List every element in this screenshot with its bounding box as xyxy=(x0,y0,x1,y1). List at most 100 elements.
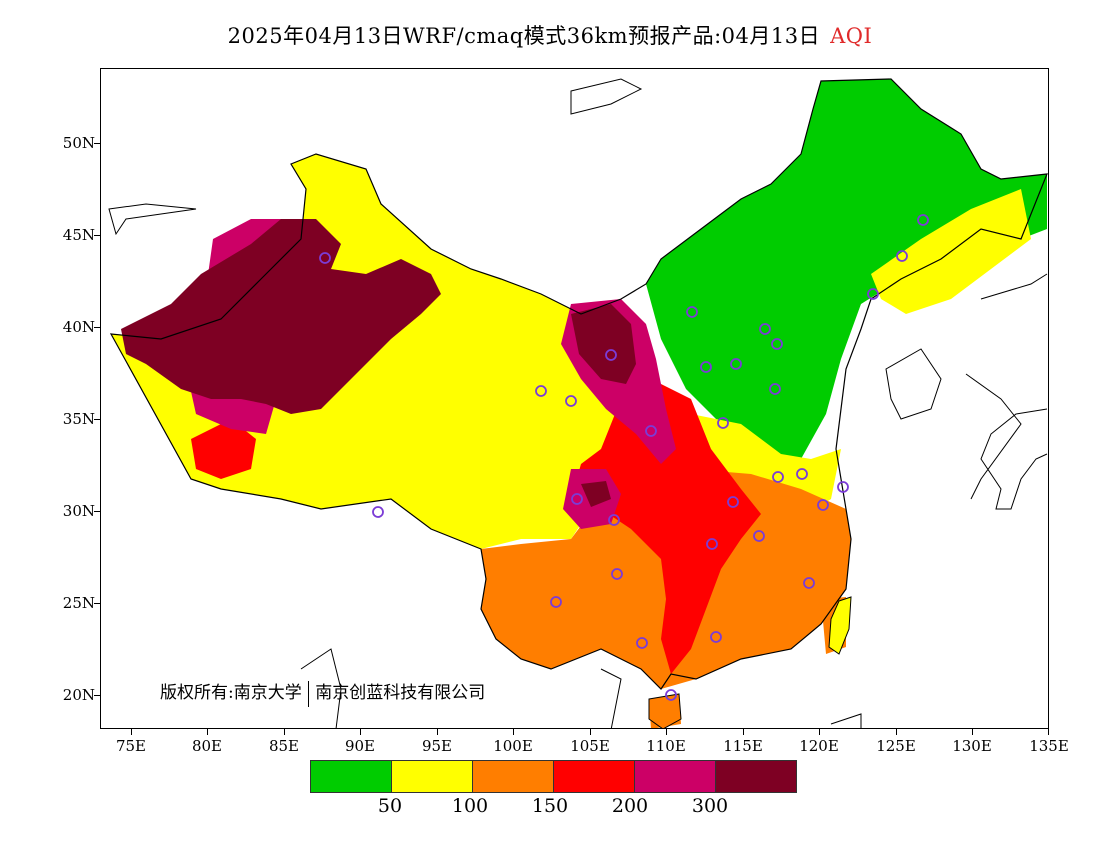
station-marker xyxy=(759,323,771,335)
station-marker xyxy=(608,514,620,526)
lon-tick xyxy=(437,729,438,735)
lat-label: 40N xyxy=(62,318,95,336)
station-marker xyxy=(636,637,648,649)
station-marker xyxy=(727,496,739,508)
station-marker xyxy=(372,506,384,518)
lon-tick xyxy=(1048,729,1049,735)
neighbor-outline xyxy=(108,78,1048,728)
aqi-legend xyxy=(310,760,797,793)
station-marker xyxy=(605,349,617,361)
station-marker xyxy=(710,631,722,643)
aqi-region-unhealthy xyxy=(191,384,761,674)
lon-label: 80E xyxy=(191,737,223,755)
station-marker xyxy=(717,417,729,429)
taiwan xyxy=(828,596,852,655)
station-marker xyxy=(753,530,765,542)
station-marker xyxy=(772,471,784,483)
lon-label: 100E xyxy=(493,737,533,755)
legend-swatch xyxy=(553,761,634,792)
lat-tick xyxy=(94,511,100,512)
aqi-region-very-unhealthy xyxy=(186,219,676,529)
station-marker xyxy=(700,361,712,373)
lon-tick xyxy=(743,729,744,735)
copyright-notice: 版权所有:南京大学 南京创蓝科技有限公司 xyxy=(160,678,485,707)
station-marker xyxy=(917,214,929,226)
station-marker xyxy=(319,252,331,264)
legend-swatch xyxy=(715,761,796,792)
station-marker xyxy=(771,338,783,350)
legend-label: 200 xyxy=(611,795,649,817)
station-marker xyxy=(535,385,547,397)
station-marker xyxy=(837,481,849,493)
lon-label: 75E xyxy=(115,737,147,755)
lon-label: 115E xyxy=(723,737,763,755)
hainan xyxy=(648,693,682,728)
lat-tick xyxy=(94,603,100,604)
station-marker xyxy=(571,493,583,505)
legend-swatch xyxy=(472,761,553,792)
lat-label: 50N xyxy=(62,134,95,152)
station-marker xyxy=(665,689,677,701)
lat-label: 20N xyxy=(62,686,95,704)
map-title: 2025年04月13日WRF/cmaq模式36km预报产品:04月13日 AQI xyxy=(0,20,1100,50)
lon-tick xyxy=(666,729,667,735)
lon-tick xyxy=(284,729,285,735)
aqi-region-good xyxy=(646,79,1047,464)
legend-swatch xyxy=(634,761,715,792)
lon-label: 105E xyxy=(570,737,610,755)
lat-tick xyxy=(94,235,100,236)
station-marker xyxy=(565,395,577,407)
station-marker xyxy=(706,538,718,550)
lon-label: 125E xyxy=(876,737,916,755)
copyright-separator xyxy=(307,680,310,707)
lon-tick xyxy=(896,729,897,735)
station-marker xyxy=(896,250,908,262)
lon-label: 95E xyxy=(421,737,453,755)
copyright-company: 南京创蓝科技有限公司 xyxy=(315,683,486,703)
station-marker xyxy=(730,358,742,370)
lon-label: 85E xyxy=(268,737,300,755)
lon-tick xyxy=(513,729,514,735)
lon-label: 90E xyxy=(344,737,376,755)
map-panel xyxy=(100,68,1049,729)
lon-label: 135E xyxy=(1029,737,1069,755)
station-marker xyxy=(867,288,879,300)
legend-label: 300 xyxy=(691,795,729,817)
station-marker xyxy=(645,425,657,437)
legend-label: 100 xyxy=(451,795,489,817)
legend-swatch xyxy=(311,761,391,792)
lon-label: 120E xyxy=(799,737,839,755)
station-marker xyxy=(686,306,698,318)
lon-label: 110E xyxy=(646,737,686,755)
legend-label: 150 xyxy=(531,795,569,817)
lat-tick xyxy=(94,327,100,328)
lon-tick xyxy=(131,729,132,735)
aqi-map xyxy=(108,78,1048,728)
lat-label: 45N xyxy=(62,226,95,244)
country-outline xyxy=(109,78,1048,690)
lat-tick xyxy=(94,143,100,144)
lon-tick xyxy=(207,729,208,735)
station-marker xyxy=(611,568,623,580)
lat-label: 30N xyxy=(62,502,95,520)
station-markers xyxy=(319,214,929,701)
station-marker xyxy=(769,383,781,395)
lat-tick xyxy=(94,695,100,696)
legend-swatch xyxy=(391,761,472,792)
lon-label: 130E xyxy=(952,737,992,755)
station-marker xyxy=(803,577,815,589)
copyright-owner: 版权所有:南京大学 xyxy=(160,683,302,703)
lon-tick xyxy=(819,729,820,735)
lon-tick xyxy=(360,729,361,735)
map-title-text: 2025年04月13日WRF/cmaq模式36km预报产品:04月13日 xyxy=(227,24,821,48)
legend-label: 50 xyxy=(377,795,403,817)
lon-tick xyxy=(590,729,591,735)
lat-label: 35N xyxy=(62,410,95,428)
lat-tick xyxy=(94,419,100,420)
station-marker xyxy=(796,468,808,480)
lon-tick xyxy=(972,729,973,735)
station-marker xyxy=(817,499,829,511)
map-variable-label: AQI xyxy=(830,24,873,48)
station-marker xyxy=(550,596,562,608)
lat-label: 25N xyxy=(62,594,95,612)
